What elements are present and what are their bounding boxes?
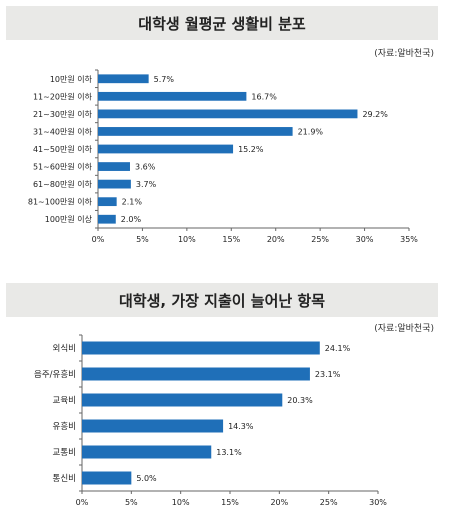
data-label: 14.3%	[228, 422, 254, 431]
source-note: (자료:알바천국)	[374, 324, 434, 334]
data-label: 21.9%	[298, 127, 324, 136]
category-label: 11~20만원 이하	[33, 91, 93, 101]
category-label: 통신비	[53, 474, 76, 484]
category-label: 10만원 이하	[50, 74, 93, 84]
data-label: 29.2%	[362, 110, 388, 119]
category-label: 외식비	[53, 343, 76, 354]
category-label: 100만원 이상	[45, 214, 93, 224]
x-tick-label: 15%	[222, 235, 240, 244]
source-note: (자료:알바천국)	[374, 49, 434, 59]
category-label: 31~40만원 이하	[33, 126, 93, 136]
bar	[82, 341, 320, 355]
x-tick-label: 20%	[267, 235, 285, 244]
x-tick-label: 35%	[400, 235, 418, 244]
x-tick-label: 10%	[172, 498, 190, 507]
data-label: 5.0%	[136, 474, 157, 483]
x-tick-label: 5%	[125, 498, 138, 507]
x-tick-label: 25%	[320, 498, 338, 507]
bar	[98, 197, 117, 207]
x-tick-label: 5%	[136, 235, 149, 244]
category-label: 유흥비	[53, 421, 76, 432]
data-label: 23.1%	[315, 370, 341, 379]
bar	[98, 144, 234, 154]
chart-panel-spending-increase: 대학생, 가장 지출이 늘어난 항목 (자료:알바천국) 외식비 24.1% 음주/…	[6, 283, 438, 515]
bar	[98, 109, 358, 119]
bar	[98, 91, 247, 101]
x-tick-label: 20%	[270, 498, 288, 507]
category-label: 51~60만원 이하	[33, 162, 93, 172]
data-label: 2.1%	[122, 198, 143, 207]
category-label: 교육비	[53, 396, 76, 406]
bar	[98, 162, 130, 171]
data-label: 15.2%	[238, 145, 264, 154]
data-label: 16.7%	[251, 92, 277, 101]
data-label: 2.0%	[121, 215, 142, 224]
x-tick-label: 30%	[356, 235, 374, 244]
category-label: 21~30만원 이하	[33, 109, 93, 119]
category-label: 음주/유흥비	[34, 369, 76, 380]
bar-chart-spending-increase: 외식비 24.1% 음주/유흥비 23.1% 교육비 20.3% 유흥비 14.3% 교통비 13…	[34, 334, 387, 507]
bar	[82, 367, 310, 381]
x-tick-label: 30%	[369, 498, 387, 507]
bar	[98, 74, 149, 84]
category-label: 교통비	[53, 448, 76, 458]
x-tick-label: 0%	[92, 235, 105, 244]
x-tick-label: 10%	[178, 235, 196, 244]
chart-title: 대학생 월평균 생활비 분포	[6, 6, 438, 40]
bar	[98, 214, 116, 224]
bar	[82, 393, 283, 407]
data-label: 5.7%	[154, 75, 175, 84]
bar	[82, 445, 212, 459]
category-label: 41~50만원 이하	[33, 144, 93, 154]
data-label: 24.1%	[325, 344, 351, 353]
data-label: 13.1%	[216, 448, 242, 457]
x-tick-label: 0%	[76, 498, 89, 507]
data-label: 3.6%	[135, 163, 156, 172]
chart-panel-living-cost: 대학생 월평균 생활비 분포 (자료:알바천국) 10만원 이하 5.7% 11~2…	[6, 6, 438, 248]
x-tick-label: 15%	[221, 498, 239, 507]
bar	[98, 127, 293, 136]
bar	[82, 471, 132, 485]
category-label: 81~100만원 이하	[28, 197, 93, 207]
x-tick-label: 25%	[311, 235, 329, 244]
chart-title: 대학생, 가장 지출이 늘어난 항목	[6, 283, 438, 317]
data-label: 3.7%	[136, 180, 157, 189]
bar	[82, 419, 224, 433]
category-label: 61~80만원 이하	[33, 179, 93, 189]
bar-chart-living-cost: 10만원 이하 5.7% 11~20만원 이하 16.7% 21~30만원 이하 29.2…	[28, 69, 418, 244]
data-label: 20.3%	[287, 396, 313, 405]
bar	[98, 179, 131, 189]
